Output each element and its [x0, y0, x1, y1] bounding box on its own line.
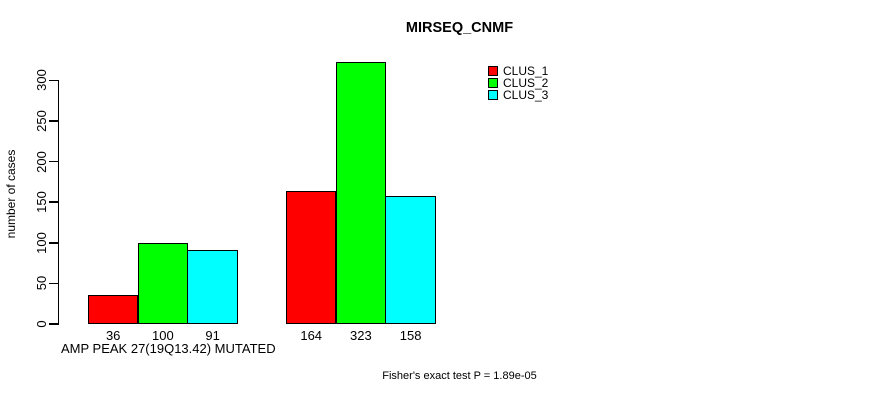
bar-value-label: 100 — [152, 328, 174, 343]
bar-clus_2-g1 — [137, 242, 189, 324]
bar-clus_3-g1 — [187, 250, 238, 324]
bar-value-label: 91 — [205, 328, 220, 343]
y-tick-label: 0 — [34, 320, 49, 328]
y-tick-label: 300 — [34, 69, 49, 92]
y-tick-label: 250 — [34, 110, 49, 132]
y-axis-line — [57, 80, 59, 326]
legend-item: CLUS_2 — [488, 77, 548, 89]
legend-label: CLUS_2 — [503, 76, 549, 90]
y-tick — [48, 323, 59, 325]
bar-clus_1-g2 — [286, 190, 337, 324]
legend-label: CLUS_3 — [503, 88, 549, 102]
bar-clus_3-g2 — [385, 195, 436, 324]
y-tick — [48, 242, 59, 244]
bar-value-label: 164 — [300, 328, 323, 343]
bar-clus_1-g1 — [88, 294, 139, 324]
y-tick — [48, 160, 59, 163]
legend: CLUS_1 CLUS_2 CLUS_3 — [488, 65, 548, 101]
y-tick — [48, 120, 59, 122]
legend-swatch-clus_2 — [488, 78, 498, 88]
legend-label: CLUS_1 — [503, 64, 549, 78]
bar-value-label: 323 — [350, 328, 372, 343]
bar-value-label: 36 — [105, 328, 121, 343]
legend-swatch-clus_3 — [488, 90, 498, 100]
legend-swatch-clus_1 — [488, 66, 498, 76]
legend-item: CLUS_3 — [488, 89, 548, 101]
y-tick-label: 150 — [34, 191, 49, 214]
bar-value-label: 158 — [399, 328, 422, 343]
y-tick-label: 200 — [34, 150, 49, 173]
y-tick — [48, 201, 59, 203]
legend-item: CLUS_1 — [488, 65, 548, 77]
x-axis-label: AMP PEAK 27(19Q13.42) MUTATED — [61, 341, 276, 356]
stat-annotation: Fisher's exact test P = 1.89e-05 — [382, 370, 537, 382]
chart-title: MIRSEQ_CNMF — [405, 20, 514, 36]
y-tick-label: 100 — [34, 231, 49, 254]
y-tick — [48, 79, 59, 82]
y-tick — [48, 282, 59, 285]
bar-clus_2-g2 — [335, 61, 387, 324]
y-tick-label: 50 — [34, 276, 49, 291]
